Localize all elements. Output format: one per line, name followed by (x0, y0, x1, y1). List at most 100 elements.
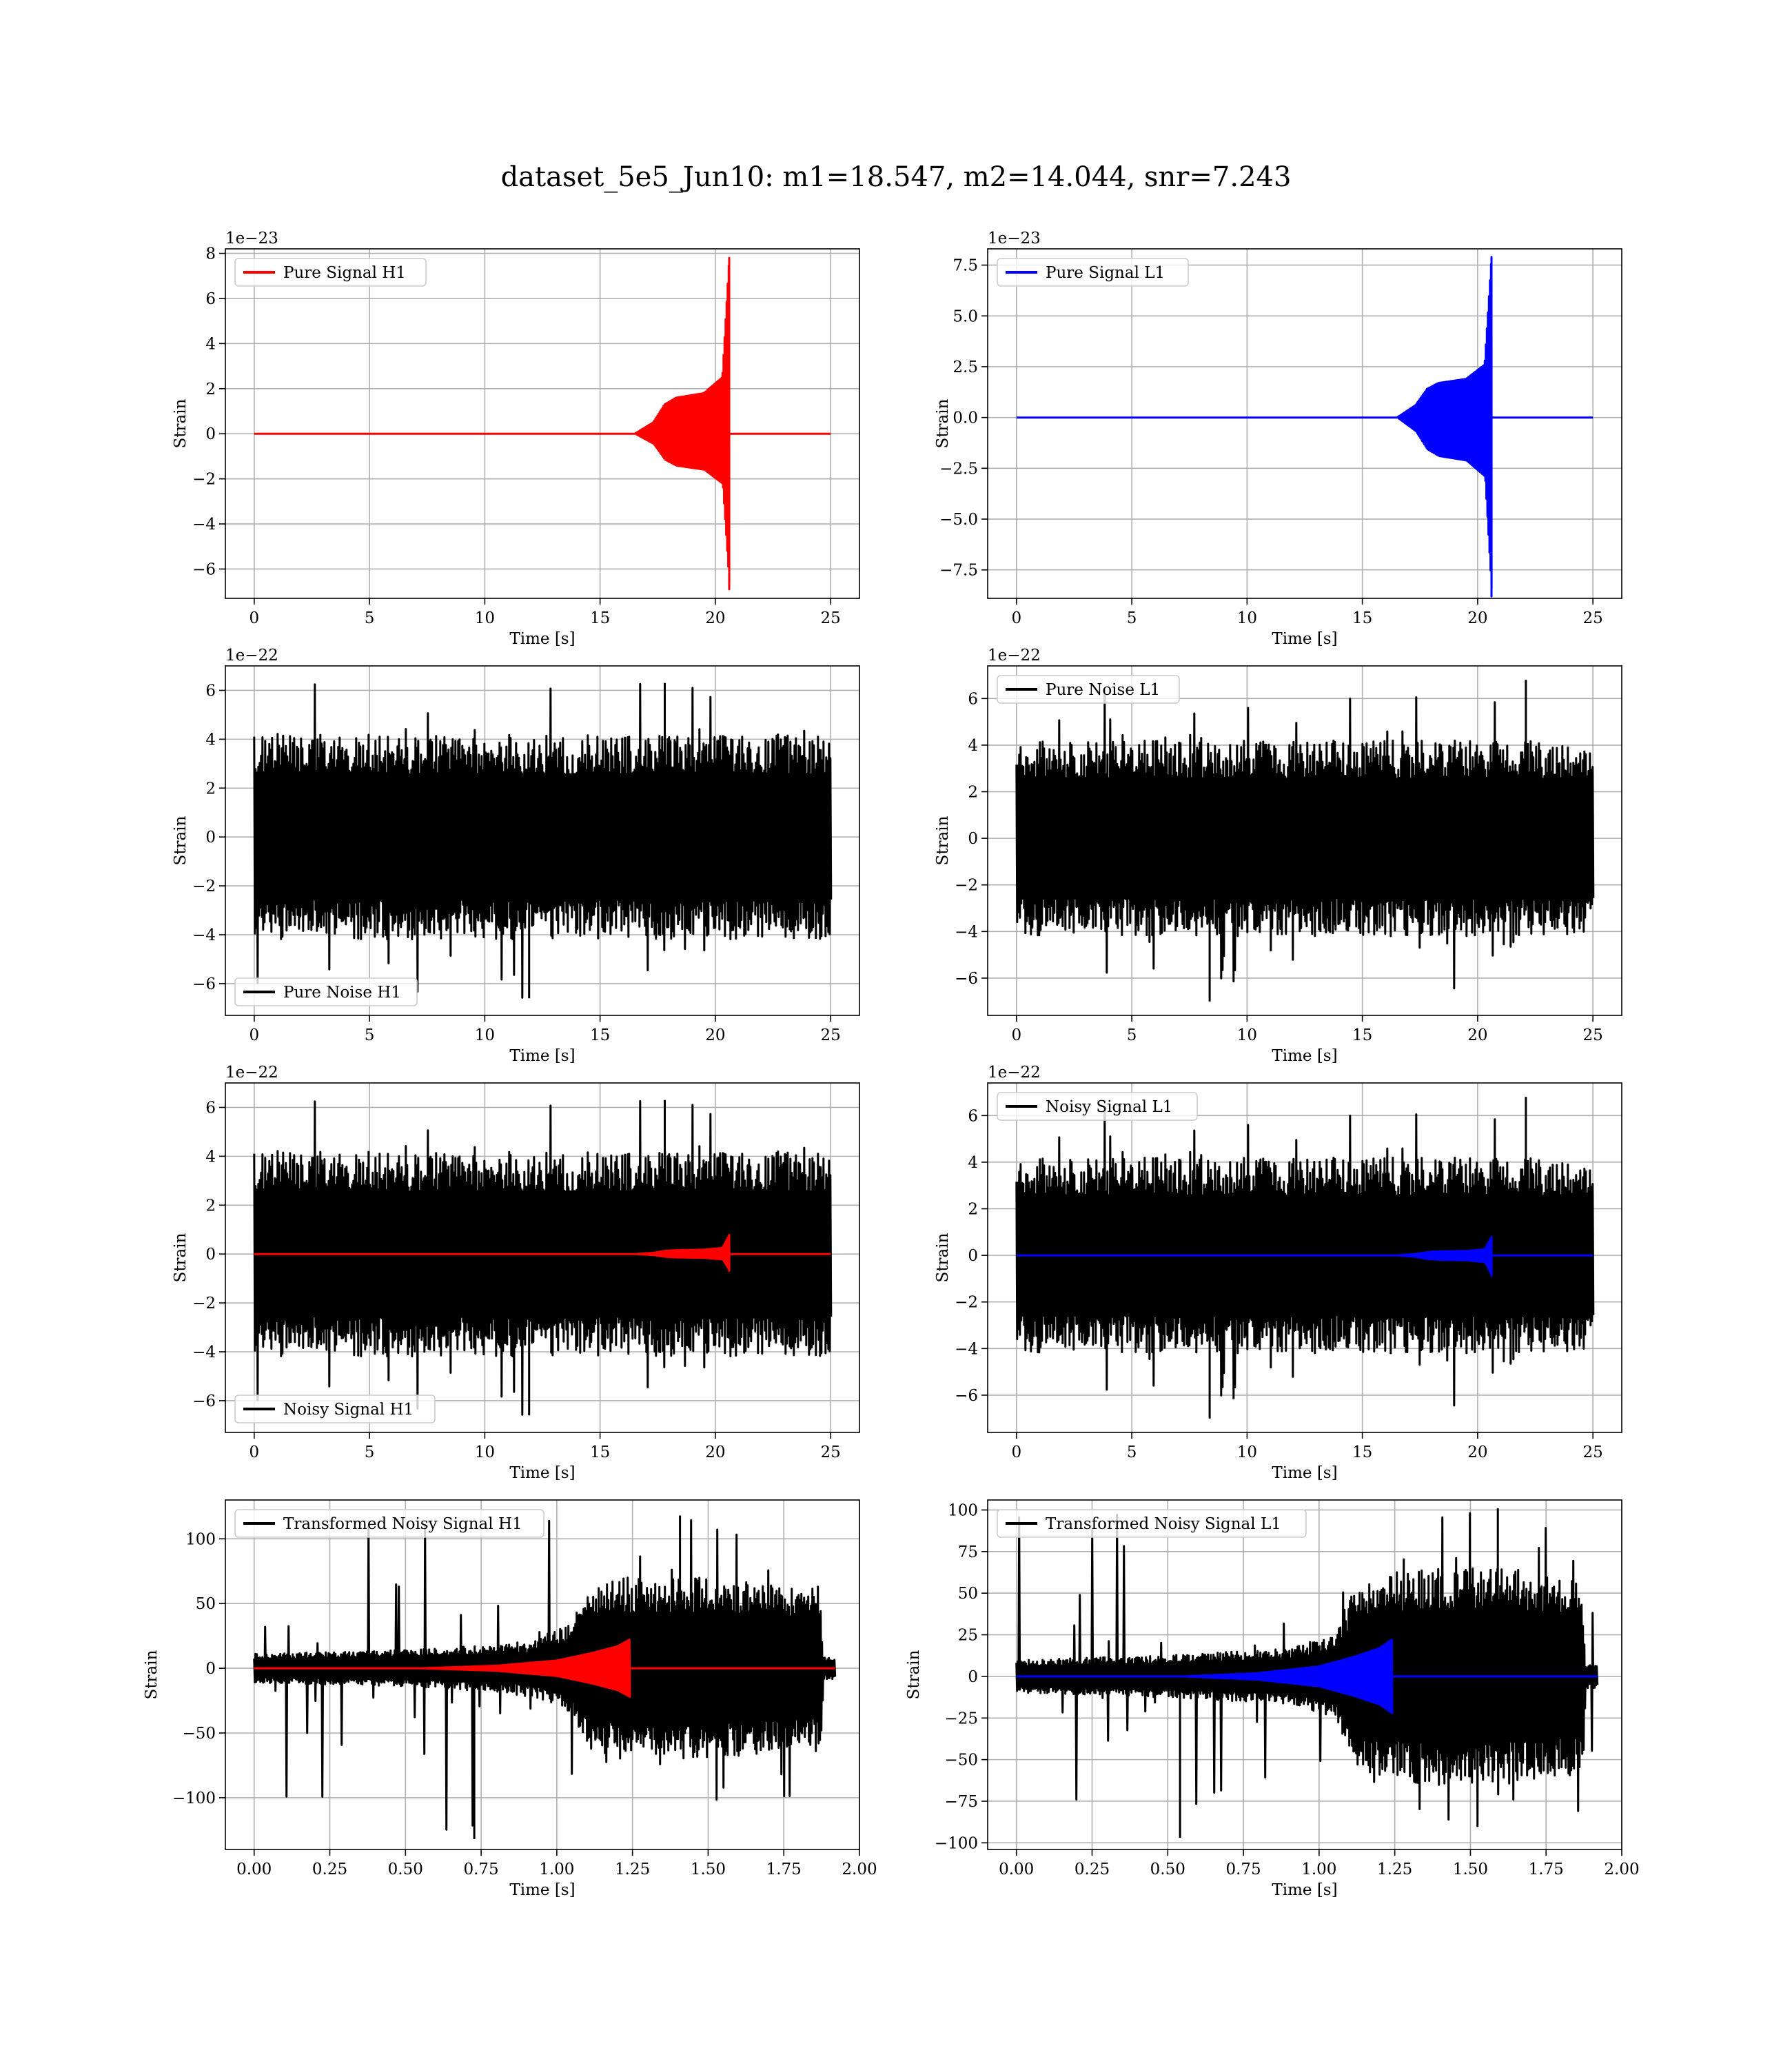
x-tick-label: 1.25 (1377, 1861, 1412, 1878)
y-offset-text: 1e−22 (988, 647, 1041, 665)
x-tick-label: 0 (1011, 609, 1021, 627)
y-tick-label: 6 (205, 682, 216, 700)
x-tick-label: 25 (821, 609, 841, 627)
x-tick-label: 20 (1467, 609, 1487, 627)
subplot-transformed-noisy-signal-h1: 0.00 0.25 0.50 0.75 1.00 1.25 1.50 1.75 2.00 −100… (143, 1499, 877, 1899)
y-tick-label: −6 (955, 970, 978, 988)
x-axis-label: Time [s] (509, 1464, 575, 1482)
axes-frame (225, 1499, 860, 1850)
x-tick-label: 10 (1237, 1026, 1257, 1044)
y-tick-label: 100 (185, 1530, 216, 1548)
axes-frame (987, 1499, 1622, 1850)
x-axis-label: Time [s] (1272, 1047, 1337, 1065)
series-noisy-signal-l1 (1015, 1097, 1595, 1419)
x-tick-label: 15 (590, 1443, 610, 1461)
x-tick-label: 0 (1011, 1443, 1021, 1461)
x-tick-label: 0 (249, 1443, 259, 1461)
y-offset-text: 1e−22 (988, 1064, 1041, 1082)
legend-box (234, 977, 418, 1006)
legend: Pure Signal H1 (234, 258, 427, 287)
y-tick-label: −100 (172, 1790, 216, 1807)
legend: Noisy Signal H1 (234, 1395, 436, 1423)
x-tick-label: 20 (705, 1026, 725, 1044)
y-tick-label: −4 (192, 516, 216, 534)
y-tick-label: −2 (192, 878, 216, 895)
x-tick-label: 15 (1352, 609, 1372, 627)
legend-label: Pure Signal L1 (1046, 264, 1165, 282)
x-tick-label: 5 (365, 1026, 375, 1044)
y-tick-label: −4 (955, 923, 978, 941)
x-tick-label: 25 (821, 1443, 841, 1461)
x-tick-label: 0.50 (1150, 1861, 1185, 1878)
legend: Transformed Noisy Signal L1 (997, 1509, 1307, 1538)
y-tick-label: 2.5 (953, 358, 978, 376)
axes-frame (987, 248, 1622, 599)
y-tick-label: −50 (944, 1752, 978, 1770)
x-tick-label: 25 (821, 1026, 841, 1044)
x-tick-label: 1.25 (615, 1861, 650, 1878)
y-tick-label: 6 (205, 290, 216, 308)
x-tick-label: 0.50 (388, 1861, 423, 1878)
subplot-pure-noise-h1: 0 5 10 15 20 25 −6 −4 −2 0 2 4 6 Time [s] Strain 1e−22 P… (172, 647, 860, 1065)
plot-area (253, 682, 833, 999)
x-axis-label: Time [s] (509, 1047, 575, 1065)
y-offset-text: 1e−23 (225, 230, 278, 247)
series-pure-noise-h1 (253, 682, 833, 999)
y-tick-label: 0 (968, 1247, 978, 1265)
x-axis-label: Time [s] (509, 630, 575, 648)
y-tick-label: 7.5 (953, 257, 978, 275)
x-tick-label: 2.00 (842, 1861, 877, 1878)
x-axis-label: Time [s] (509, 1881, 575, 1899)
y-offset-text: 1e−22 (225, 647, 278, 665)
legend-box (997, 1509, 1307, 1538)
x-tick-label: 15 (590, 1026, 610, 1044)
x-tick-label: 25 (1583, 1026, 1603, 1044)
y-tick-label: 2 (205, 1197, 216, 1215)
subplot-noisy-signal-h1: 0 5 10 15 20 25 −6 −4 −2 0 2 4 6 Time [s] Strain 1e−22 N… (172, 1064, 860, 1482)
legend-box (997, 1092, 1198, 1121)
y-tick-label: 2 (205, 780, 216, 798)
y-tick-label: −2.5 (939, 460, 978, 478)
y-offset-text: 1e−23 (988, 230, 1041, 247)
y-axis-label: Strain (172, 398, 190, 448)
legend-label: Noisy Signal H1 (283, 1401, 414, 1419)
x-tick-label: 0.25 (1075, 1861, 1110, 1878)
x-tick-label: 15 (1352, 1026, 1372, 1044)
ticks: 0 5 10 15 20 25 −6 −4 −2 0 2 4 6 (192, 1099, 841, 1461)
x-tick-label: 15 (590, 609, 610, 627)
series-pure-noise-l1 (1015, 680, 1595, 1002)
y-tick-label: −100 (935, 1834, 978, 1852)
y-tick-label: 2 (968, 1201, 978, 1219)
plot-area (1015, 680, 1595, 1002)
subplot-pure-signal-l1: 0 5 10 15 20 25 −7.5 −5.0 −2.5 0.0 2.5 5.0 7.5 Time [… (934, 230, 1622, 648)
y-tick-label: −2 (192, 471, 216, 489)
x-tick-label: 1.50 (691, 1861, 726, 1878)
x-tick-label: 20 (1467, 1443, 1487, 1461)
y-tick-label: 5.0 (953, 307, 978, 325)
x-axis-label: Time [s] (1272, 630, 1337, 648)
axes-frame (987, 1082, 1622, 1433)
legend-label: Noisy Signal L1 (1046, 1098, 1172, 1116)
plot-area (1015, 1097, 1595, 1419)
y-tick-label: 0 (205, 425, 216, 443)
y-axis-label: Strain (934, 815, 952, 865)
axes-frame (987, 665, 1622, 1016)
x-tick-label: 5 (365, 609, 375, 627)
ticks: 0 5 10 15 20 25 −6 −4 −2 0 2 4 6 8 (192, 245, 841, 627)
y-offset-text: 1e−22 (225, 1064, 278, 1082)
x-tick-label: 20 (705, 609, 725, 627)
x-tick-label: 5 (1127, 1026, 1137, 1044)
y-tick-label: 8 (205, 245, 216, 263)
x-axis-label: Time [s] (1272, 1881, 1337, 1899)
x-tick-label: 0.75 (463, 1861, 498, 1878)
y-tick-label: −6 (955, 1387, 978, 1405)
y-tick-label: 100 (948, 1501, 978, 1519)
legend-label: Pure Noise H1 (283, 984, 401, 1002)
series-pure-signal-h1 (254, 256, 831, 591)
y-tick-label: 0 (205, 829, 216, 847)
y-axis-label: Strain (143, 1650, 161, 1699)
plot-area (253, 1099, 833, 1416)
legend: Transformed Noisy Signal H1 (234, 1509, 544, 1538)
ticks: 0 5 10 15 20 25 −7.5 −5.0 −2.5 0.0 2.5 5.0 7.5 (939, 257, 1603, 627)
